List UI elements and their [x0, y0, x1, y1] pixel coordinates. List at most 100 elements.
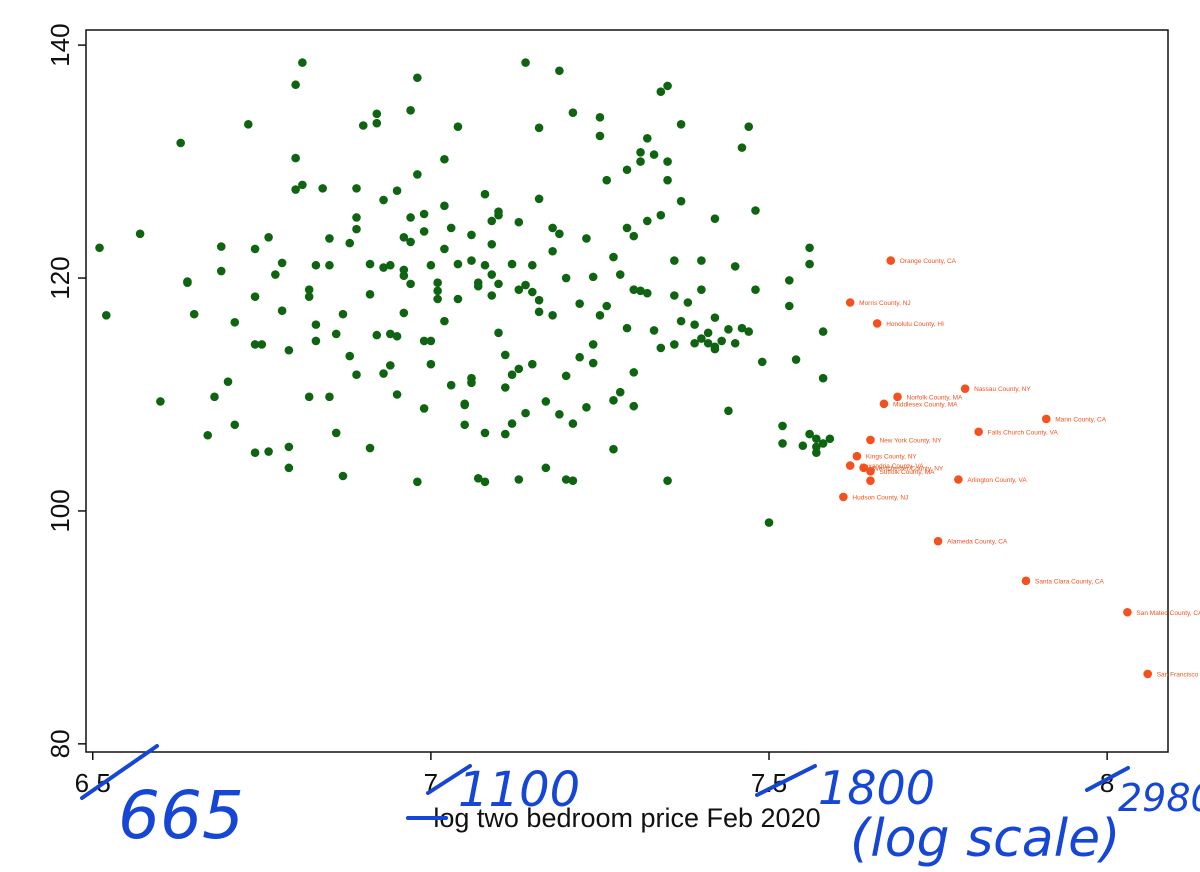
- data-point: [203, 430, 213, 440]
- annotation-665: 665: [118, 777, 244, 854]
- data-point-highlighted: [933, 536, 943, 546]
- data-point: [670, 340, 679, 349]
- data-point: [440, 154, 449, 164]
- data-point: [656, 87, 666, 97]
- data-point: [264, 447, 273, 456]
- data-point: [568, 108, 578, 117]
- data-point: [500, 429, 510, 439]
- data-point: [737, 323, 747, 333]
- data-point-highlighted: [866, 435, 875, 445]
- data-point: [561, 371, 571, 381]
- data-point: [818, 327, 828, 336]
- y-tick-label: 140: [45, 23, 75, 66]
- data-point-highlighted: [859, 463, 868, 473]
- data-point: [751, 206, 760, 215]
- data-point: [291, 153, 300, 163]
- data-point: [419, 336, 429, 346]
- data-point-highlighted: [839, 492, 848, 502]
- data-point: [514, 475, 524, 484]
- data-point: [636, 286, 645, 296]
- data-point: [487, 291, 497, 300]
- data-point: [629, 368, 639, 377]
- data-point: [690, 320, 699, 329]
- data-point: [250, 292, 260, 301]
- data-point: [487, 216, 497, 226]
- data-point: [406, 106, 415, 115]
- data-point: [764, 518, 774, 527]
- series-green-points: [95, 58, 835, 527]
- data-point-highlighted: [1021, 576, 1031, 586]
- data-point: [413, 73, 422, 83]
- data-point: [244, 120, 253, 129]
- data-point: [710, 214, 720, 223]
- data-point: [663, 81, 672, 91]
- data-point: [379, 263, 388, 272]
- data-point: [636, 157, 645, 166]
- data-point: [291, 185, 300, 194]
- data-point: [588, 272, 598, 282]
- data-point: [683, 298, 693, 307]
- data-point: [386, 361, 395, 370]
- handwritten-annotations: 665 1100 1800 2980 (log scale): [80, 744, 1200, 869]
- data-point: [419, 227, 429, 236]
- data-point: [311, 320, 321, 329]
- data-point: [717, 336, 726, 346]
- data-point-label: Orange County, CA: [900, 258, 957, 265]
- data-point: [392, 331, 402, 341]
- data-point: [365, 290, 375, 299]
- data-point: [710, 313, 720, 322]
- data-point: [534, 194, 544, 204]
- data-point: [697, 256, 706, 265]
- data-point: [534, 295, 544, 305]
- data-point: [609, 444, 618, 454]
- data-point: [325, 392, 334, 402]
- data-point: [352, 224, 361, 234]
- data-point-highlighted: [1143, 669, 1153, 679]
- data-point: [311, 336, 321, 346]
- annotation-log-scale: (log scale): [850, 809, 1120, 869]
- data-point: [189, 309, 199, 319]
- data-point: [210, 392, 219, 402]
- data-point-highlighted: [845, 298, 855, 307]
- data-point: [426, 359, 436, 369]
- data-point: [473, 281, 483, 291]
- data-point: [135, 229, 145, 239]
- data-point: [561, 475, 571, 484]
- data-point: [433, 278, 442, 288]
- data-point: [406, 279, 415, 289]
- data-point: [663, 175, 672, 185]
- data-point: [338, 471, 348, 481]
- data-point: [514, 217, 524, 227]
- data-point: [785, 301, 794, 311]
- data-point: [528, 359, 537, 369]
- data-point-highlighted: [1123, 607, 1132, 617]
- data-point: [818, 373, 828, 383]
- strike-7-5: [755, 764, 817, 797]
- data-point: [95, 243, 104, 253]
- data-point: [812, 448, 821, 458]
- data-point: [372, 330, 382, 340]
- data-point: [575, 299, 584, 308]
- data-point-highlighted: [954, 475, 963, 484]
- data-point: [602, 301, 612, 311]
- data-point: [440, 201, 449, 211]
- data-point: [710, 342, 720, 352]
- data-point-label: Westchester County, NY: [873, 465, 944, 472]
- data-point: [676, 120, 686, 129]
- data-point: [426, 336, 436, 346]
- data-point-highlighted: [960, 384, 970, 393]
- data-point: [379, 195, 388, 205]
- data-point: [318, 184, 327, 193]
- data-point: [602, 175, 612, 185]
- data-point: [751, 285, 760, 294]
- data-point: [399, 232, 409, 242]
- data-point: [548, 223, 557, 233]
- data-point: [284, 345, 294, 355]
- data-point: [325, 234, 334, 243]
- data-point: [649, 150, 659, 159]
- data-point: [805, 259, 814, 269]
- data-point: [358, 121, 368, 130]
- data-point-label: Norfolk County, MA: [907, 394, 964, 401]
- data-point: [514, 285, 524, 294]
- data-point: [724, 324, 733, 334]
